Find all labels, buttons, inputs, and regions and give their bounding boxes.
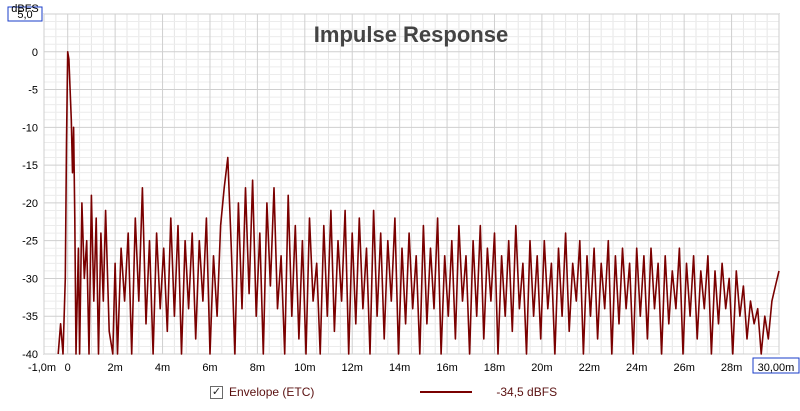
axes: 5,0 0 -5 -10 -15 -20 -25 -30 -35 -40-1,0m 0 2m 4m 6m 8… <box>7 6 800 374</box>
x-tick-label: 20m <box>531 362 552 374</box>
x-tick-label: 8m <box>250 362 265 374</box>
x-tick-label: 4m <box>155 362 170 374</box>
x-max-box <box>752 357 800 374</box>
y-max-box <box>7 6 43 22</box>
x-tick-label: 0 <box>65 362 71 374</box>
x-tick-label: 30,00m <box>758 362 795 374</box>
y-tick-label: 5,0 <box>17 9 32 21</box>
y-tick-label: -25 <box>22 236 38 248</box>
y-tick-label: -20 <box>22 198 38 210</box>
x-tick-label: 10m <box>294 362 315 374</box>
x-tick-label: 22m <box>579 362 600 374</box>
y-axis-unit-label: dBFS <box>11 3 39 15</box>
x-tick-label: 12m <box>342 362 363 374</box>
y-tick-label: -30 <box>22 273 38 285</box>
y-tick-label: -35 <box>22 311 38 323</box>
x-tick-label: 24m <box>626 362 647 374</box>
x-tick-label: 18m <box>484 362 505 374</box>
y-tick-label: -40 <box>22 349 38 361</box>
y-tick-label: -15 <box>22 160 38 172</box>
envelope-checkbox[interactable]: ✓ <box>210 385 223 399</box>
x-tick-label: 16m <box>436 362 457 374</box>
legend-readout: -34,5 dBFS <box>496 385 558 399</box>
envelope-etc-line <box>57 50 780 355</box>
legend-series-label: Envelope (ETC) <box>229 385 315 399</box>
x-tick-label: 14m <box>389 362 410 374</box>
legend: ✓ Envelope (ETC) -34,5 dBFS <box>210 383 557 401</box>
x-tick-label: -1,0m <box>28 362 56 374</box>
x-tick-label: 28m <box>721 362 742 374</box>
legend-line-swatch <box>420 391 473 393</box>
y-tick-label: -10 <box>22 122 38 134</box>
x-tick-label: 6m <box>202 362 217 374</box>
x-tick-label: 2m <box>107 362 122 374</box>
y-tick-label: 0 <box>32 47 38 59</box>
x-tick-label: 26m <box>673 362 694 374</box>
chart-title: Impulse Response <box>314 22 508 47</box>
y-tick-label: -5 <box>28 85 38 97</box>
